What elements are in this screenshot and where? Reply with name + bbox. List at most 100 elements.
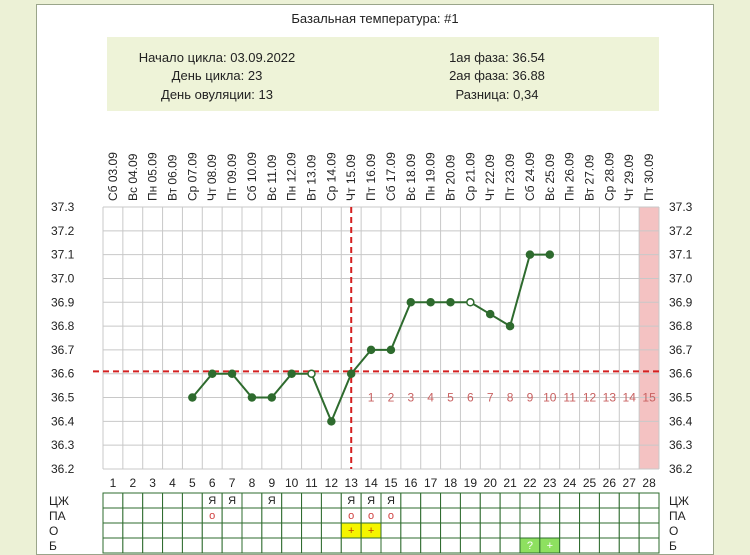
temperature-point: [426, 298, 435, 307]
day-label: 22: [523, 476, 537, 490]
cycle-day-text: День цикла: 23: [172, 68, 263, 83]
row-cell: [181, 522, 203, 539]
row-cell: [400, 537, 422, 554]
row-label-left: ПА: [49, 509, 66, 523]
row-cell: [380, 522, 402, 539]
row-cell: [559, 507, 581, 524]
row-cell: [281, 522, 303, 539]
y-tick-right: 37.3: [669, 200, 693, 214]
row-cell: [420, 522, 442, 539]
bbt-chart: Базальная температура: #1 Начало цикла: …: [49, 11, 693, 554]
row-cell: [102, 507, 124, 524]
temperature-point: [307, 369, 316, 378]
row-cell: [301, 522, 322, 539]
temperature-point: [386, 345, 396, 355]
luteal-day-label: 8: [507, 391, 514, 405]
row-cell: [459, 492, 481, 509]
date-label: Пт 30.09: [642, 153, 656, 201]
date-label: Ср 07.09: [185, 152, 199, 201]
temperature-point: [545, 250, 555, 259]
row-cell: [579, 537, 600, 554]
date-label: Ср 14.09: [324, 152, 338, 201]
luteal-day-label: 15: [642, 391, 656, 405]
row-cell: [241, 522, 263, 539]
y-tick-left: 37.0: [51, 271, 75, 285]
temperature-point: [446, 298, 455, 307]
date-label: Сб 24.09: [523, 152, 537, 201]
y-tick-right: 36.8: [669, 319, 693, 333]
temperature-point: [207, 369, 217, 378]
row-cell: [301, 537, 322, 554]
row-cell: [638, 507, 660, 524]
cycle-start-text: Начало цикла: 03.09.2022: [139, 50, 296, 65]
day-label: 25: [583, 476, 597, 490]
row-label-right: Б: [669, 539, 677, 553]
day-label: 10: [285, 476, 299, 490]
row-cell: [122, 537, 144, 554]
y-tick-right: 36.9: [669, 295, 693, 309]
row-cell: [638, 522, 660, 539]
date-label: Пт 16.09: [364, 153, 378, 201]
row-cell: [499, 522, 521, 539]
date-label: Сб 03.09: [106, 152, 120, 201]
day-label: 19: [464, 476, 478, 490]
day-label: 28: [642, 476, 656, 490]
luteal-day-label: 7: [487, 391, 494, 405]
luteal-day-label: 6: [467, 391, 474, 405]
day-label: 8: [249, 476, 256, 490]
row-cell: [102, 492, 124, 509]
temperature-point: [466, 298, 475, 307]
row-cell: [519, 492, 541, 509]
y-tick-left: 36.6: [51, 367, 75, 381]
y-tick-left: 36.3: [51, 438, 75, 452]
row-cell: [598, 492, 620, 509]
row-cell: [142, 522, 164, 539]
day-label: 18: [444, 476, 458, 490]
row-cell: [301, 507, 322, 524]
row-cell: [221, 537, 243, 554]
row-cell: [181, 492, 203, 509]
temperature-point: [525, 250, 535, 259]
date-label: Чт 22.09: [483, 154, 497, 201]
row-cell: [618, 537, 640, 554]
row-cell: [638, 492, 660, 509]
row-cell: [440, 522, 461, 539]
luteal-day-label: 5: [447, 391, 454, 405]
date-label: Пн 05.09: [146, 152, 160, 201]
row-cell: [102, 537, 124, 554]
luteal-day-label: 14: [623, 391, 637, 405]
row-cell: [241, 507, 263, 524]
row-cell: [241, 492, 263, 509]
row-cell: [241, 537, 263, 554]
row-cell: [320, 522, 342, 539]
day-label: 9: [268, 476, 275, 490]
date-label: Пн 12.09: [285, 152, 299, 201]
row-cell: [340, 537, 362, 554]
row-cell-mark: +: [348, 525, 354, 537]
row-cell-mark: +: [547, 540, 553, 552]
row-cell: [261, 537, 283, 554]
date-label: Вс 04.09: [126, 153, 140, 201]
row-cell: [579, 522, 600, 539]
row-cell: [320, 492, 342, 509]
row-cell-mark: ?: [527, 540, 533, 552]
row-cell: [479, 537, 501, 554]
luteal-day-label: 2: [388, 391, 395, 405]
row-cell-mark: Я: [228, 495, 236, 507]
temperature-point: [346, 369, 356, 378]
row-cell: [122, 492, 144, 509]
info-panel: [107, 37, 659, 111]
day-label: 20: [484, 476, 498, 490]
row-cell: [579, 492, 600, 509]
day-label: 23: [543, 476, 557, 490]
day-label: 11: [305, 476, 318, 490]
date-label: Вс 25.09: [543, 153, 557, 201]
row-label-left: ЦЖ: [49, 494, 69, 508]
row-cell: [499, 507, 521, 524]
row-cell: [638, 537, 660, 554]
row-label-left: Б: [49, 539, 57, 553]
date-label: Сб 10.09: [245, 152, 259, 201]
luteal-day-label: 4: [427, 391, 434, 405]
row-cell: [201, 522, 223, 539]
row-cell: [539, 492, 561, 509]
